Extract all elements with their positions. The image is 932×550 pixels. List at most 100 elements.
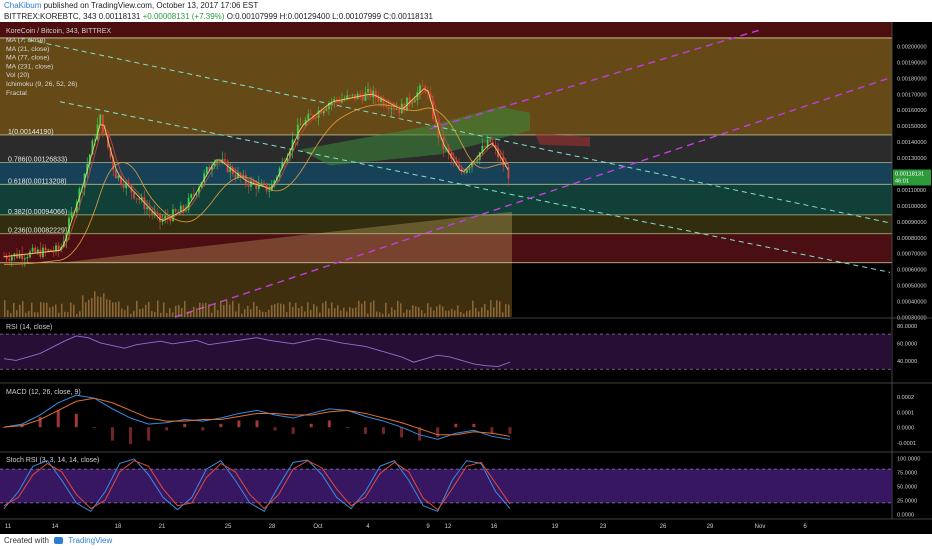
volume-bar [487,310,489,317]
volume-bar [325,301,327,317]
volume-bar [412,305,414,317]
macd-pane[interactable]: 0.0002 0.0001 0.0000 -0.0001 [2,394,916,447]
x-tick-label: Nov [755,524,766,530]
author-link[interactable]: ChaKibum [4,1,42,10]
volume-bar [223,305,225,317]
macd-histogram-bar [291,427,295,434]
candle [216,161,219,164]
volume-bar [349,307,351,317]
candle [195,193,198,195]
candle [346,95,349,99]
candle [426,90,429,94]
volume-bar [328,308,330,317]
macd-tick-label: 0.0001 [897,410,914,416]
volume-bar [169,308,171,317]
candle [109,147,112,158]
rsi-band [0,334,892,370]
volume-bar [97,296,99,317]
macd-title: MACD (12, 26, close, 9) [6,389,81,396]
y-tick-label: 0.00040000 [897,300,927,306]
candle [172,209,174,222]
candle [458,165,460,169]
candle [120,175,122,185]
candle [408,97,411,104]
candle [187,197,190,210]
candle [416,92,419,101]
candle [364,92,367,101]
candle [359,93,362,96]
volume-bar [202,303,204,317]
y-tick-label: 0.00150000 [897,124,927,130]
candle [23,258,26,260]
indicator-label: Vol (20) [6,72,29,79]
macd-histogram-bar [490,427,494,434]
volume-bar [460,312,462,317]
macd-histogram-bar [327,420,331,428]
macd-histogram-bar [382,427,385,434]
volume-bar [94,291,96,317]
volume-bar [13,302,15,317]
candle [174,209,177,212]
ma-21-line [3,90,509,257]
volume-bar [379,312,381,317]
chart-area[interactable]: 1(0.00144190) 0.786(0.00126833) 0.618(0.00… [0,22,932,534]
candle [338,100,341,103]
volume-bar [355,307,357,317]
candle [159,213,161,222]
volume-bar [397,300,399,317]
candle [434,119,437,122]
volume-bar [478,311,480,317]
candle [36,249,39,253]
candle [26,257,29,259]
volume-bar [163,302,165,317]
macd-histogram-bar [219,423,223,428]
volume-bar [277,303,279,317]
macd-histogram-bar [454,423,458,428]
main-price-pane[interactable]: 1(0.00144190) 0.786(0.00126833) 0.618(0.00… [0,22,932,520]
volume-bar [205,302,207,317]
candle [47,249,50,251]
y-tick-label: 0.00070000 [897,252,927,258]
volume-bar [232,300,234,317]
volume-bar [184,301,186,317]
volume-bar [127,305,129,317]
candle [335,98,338,101]
candle [341,99,343,103]
volume-bar [490,300,492,317]
macd-histogram-bar [418,427,422,441]
volume-bar [22,301,24,317]
rsi-pane[interactable]: 80.0000 60.0000 40.0000 [0,324,917,370]
volume-bar [226,300,228,317]
volume-bar [382,313,384,317]
volume-bar [406,309,408,317]
candle [34,247,37,253]
tradingview-link[interactable]: TradingView [68,536,113,545]
stoch-rsi-pane[interactable]: 100.0000 75.0000 50.0000 25.0000 0.0000 [0,456,920,519]
volume-bar [271,305,273,317]
candle [478,152,481,160]
candle [229,167,232,173]
candle [44,247,47,251]
candle [250,180,252,187]
candle [439,137,442,139]
volume-bar [112,302,114,317]
candle [10,256,13,261]
candle [393,107,395,110]
candle [395,109,398,110]
candle [351,94,354,96]
y-tick-label: 0.00090000 [897,220,927,226]
macd-histogram-bar [472,423,476,428]
y-tick-label: 0.00130000 [897,156,927,162]
candle [406,97,408,111]
volume-bar [154,311,156,317]
volume-bar [496,300,498,317]
candle [55,245,57,252]
symbol-label: BITTREX:KOREBTC, 343 [4,12,97,21]
candle [374,90,377,98]
volume-bar [274,304,276,317]
volume-bar [109,299,111,317]
y-tick-label: 0.00170000 [897,92,927,98]
x-tick-label: 21 [159,524,166,530]
volume-bar [259,309,261,317]
macd-histogram-bar [92,427,96,428]
